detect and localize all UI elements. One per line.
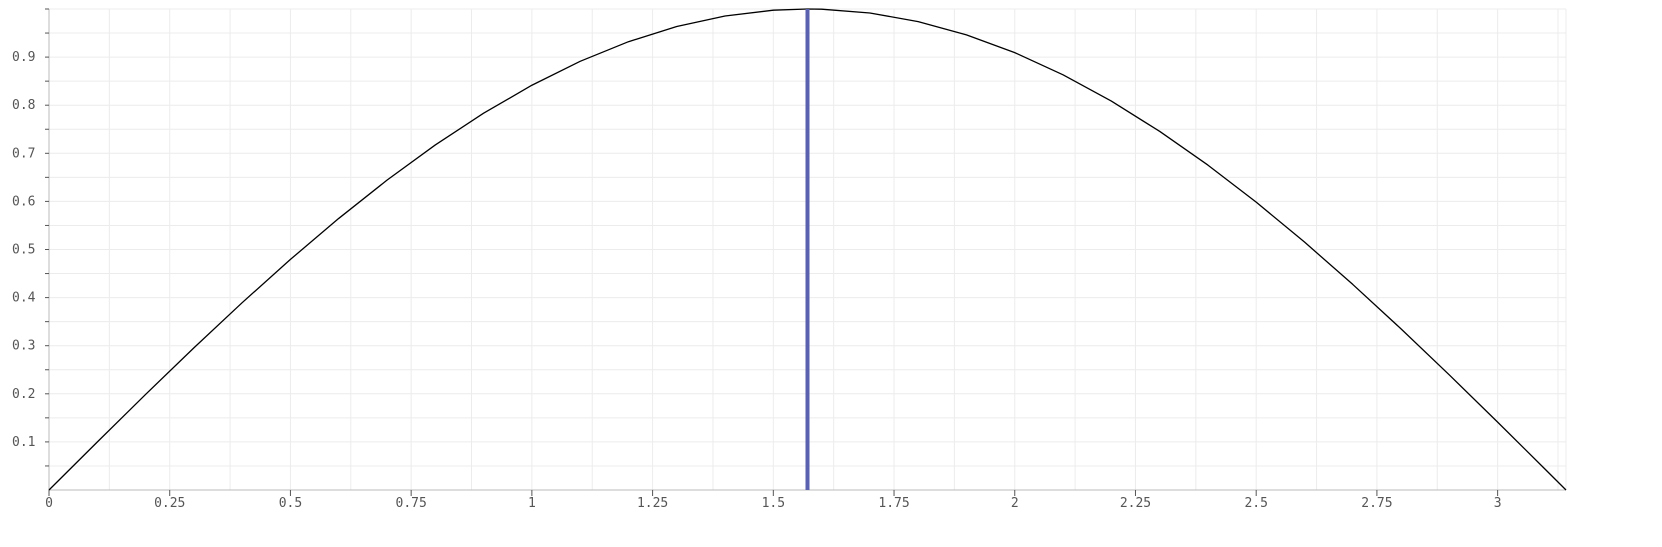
- y-tick-label: 0.1: [12, 435, 35, 450]
- x-tick-label: 2.5: [1244, 496, 1267, 511]
- x-tick-label: 1.5: [762, 496, 785, 511]
- y-tick-label: 0.2: [12, 387, 35, 402]
- axes: [45, 8, 1566, 496]
- y-tick-label: 0.9: [12, 50, 35, 65]
- x-tick-label: 2.25: [1120, 496, 1151, 511]
- y-tick-label: 0.6: [12, 194, 35, 209]
- x-tick-label: 0.25: [154, 496, 185, 511]
- x-tick-label: 1.25: [637, 496, 668, 511]
- y-tick-label: 0.4: [12, 291, 36, 306]
- y-tick-label: 0.8: [12, 98, 35, 113]
- y-tick-label: 0.3: [12, 339, 35, 354]
- x-tick-label: 1.75: [878, 496, 909, 511]
- series-layer: [48, 8, 1567, 491]
- x-tick-label: 2: [1011, 496, 1019, 511]
- x-tick-label: 1: [528, 496, 536, 511]
- x-tick-label: 0.5: [279, 496, 302, 511]
- x-tick-label: 2.75: [1361, 496, 1392, 511]
- tick-labels: 0.1 0.2 0.3 0.4 0.5 0.6 0.7 0.8 0.9 0 0.25 0.5 0.75 1…: [12, 50, 1502, 511]
- y-tick-label: 0.7: [12, 146, 35, 161]
- series-line: [48, 8, 1567, 491]
- y-tick-label: 0.5: [12, 243, 35, 258]
- x-tick-label: 0.75: [396, 496, 427, 511]
- x-tick-label: 0: [45, 496, 53, 511]
- x-tick-label: 3: [1494, 496, 1502, 511]
